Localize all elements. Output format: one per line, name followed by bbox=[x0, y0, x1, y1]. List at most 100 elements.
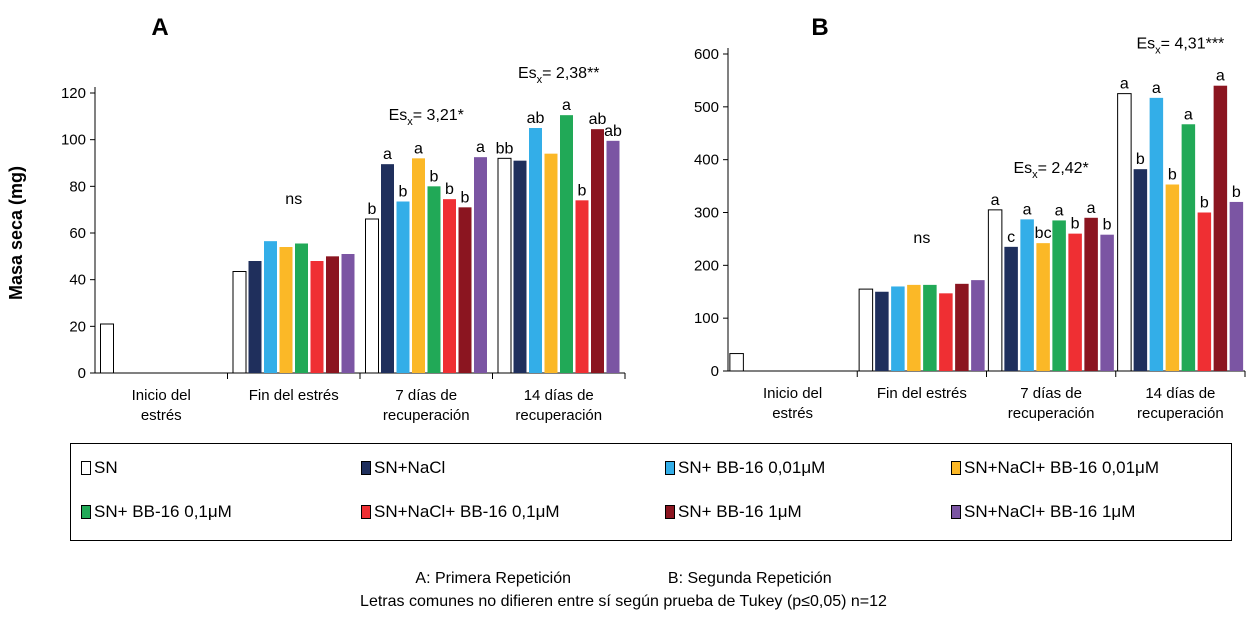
bar bbox=[1149, 97, 1164, 371]
group-annotation: Esx= 4,31*** bbox=[1136, 36, 1224, 57]
bar-significance-label: b bbox=[461, 189, 470, 206]
bar bbox=[591, 129, 604, 373]
y-tick-label: 100 bbox=[694, 310, 719, 327]
legend-entry: SN+NaCl+ BB-16 0,1μM bbox=[361, 502, 560, 522]
x-category-label: Inicio del bbox=[763, 385, 822, 402]
group-annotation: Esx= 3,21* bbox=[389, 107, 464, 128]
bar bbox=[858, 288, 874, 372]
chart-canvas: A Masa seca (mg) 0 20 40 60 80 100 120 Inicio del… bbox=[6, 14, 1246, 424]
bar bbox=[544, 153, 558, 373]
bar bbox=[1100, 234, 1114, 371]
bar bbox=[1229, 201, 1244, 371]
bar-significance-label: b bbox=[578, 182, 587, 199]
bar bbox=[381, 164, 394, 373]
y-tick-label: 200 bbox=[694, 257, 719, 274]
legend-swatch bbox=[81, 461, 91, 475]
bar-significance-label: a bbox=[476, 139, 485, 156]
bar bbox=[279, 247, 293, 373]
x-category-label: estrés bbox=[141, 407, 182, 424]
bar-significance-label: a bbox=[414, 140, 423, 157]
bar bbox=[1133, 169, 1148, 371]
panel-label: A bbox=[151, 14, 168, 41]
bar-significance-label: b bbox=[1232, 184, 1241, 201]
x-category-label: recuperación bbox=[383, 407, 470, 424]
bar bbox=[264, 241, 277, 373]
bar bbox=[1068, 233, 1082, 371]
legend-entry: SN+ BB-16 0,01μM bbox=[665, 458, 825, 478]
legend-swatch bbox=[361, 461, 371, 475]
bar-significance-label: a bbox=[1184, 106, 1193, 123]
group-annotation: Esx= 2,42* bbox=[1013, 160, 1088, 181]
legend-label: SN+NaCl+ BB-16 0,1μM bbox=[374, 502, 560, 521]
legend-entry: SN+NaCl+ BB-16 1μM bbox=[951, 502, 1135, 522]
legend-swatch bbox=[665, 461, 675, 475]
legend-label: SN+NaCl bbox=[374, 458, 446, 477]
bar-significance-label: b bbox=[368, 201, 377, 218]
bar-significance-label: ab bbox=[527, 110, 545, 127]
legend-swatch bbox=[951, 505, 961, 519]
legend-label: SN bbox=[94, 458, 118, 477]
group-annotation: ns bbox=[913, 230, 930, 247]
bar bbox=[907, 284, 921, 371]
x-category-label: estrés bbox=[772, 405, 813, 422]
bar bbox=[987, 209, 1003, 372]
bar bbox=[295, 243, 308, 373]
bar-significance-label: a bbox=[1087, 200, 1096, 217]
bar-significance-label: a bbox=[1120, 76, 1129, 93]
bar bbox=[606, 140, 620, 373]
y-tick-label: 100 bbox=[61, 132, 86, 149]
chart-panel-b: B 0 100 200 300 400 500 600 Inicio del estrés ns Fi… bbox=[694, 14, 1246, 422]
footer-panel-a: A: Primera Repetición bbox=[415, 570, 572, 587]
x-category-label: Inicio del bbox=[132, 387, 191, 404]
bar-significance-label: a bbox=[1152, 80, 1161, 97]
bar-significance-label: bc bbox=[1035, 225, 1052, 242]
y-tick-label: 0 bbox=[711, 363, 719, 380]
footer-line-1: A: Primera Repetición B: Segunda Repetic… bbox=[0, 570, 1247, 588]
legend-swatch bbox=[665, 505, 675, 519]
bar-significance-label: c bbox=[1007, 229, 1015, 246]
y-tick-label: 40 bbox=[69, 272, 86, 289]
bar-significance-label: b bbox=[1103, 217, 1112, 234]
bar bbox=[971, 280, 985, 371]
bar bbox=[458, 207, 472, 373]
bar bbox=[1165, 184, 1180, 371]
legend-swatch bbox=[81, 505, 91, 519]
bar-significance-label: b bbox=[1168, 166, 1177, 183]
bar-significance-label: a bbox=[991, 192, 1000, 209]
bar bbox=[955, 283, 969, 371]
y-tick-label: 20 bbox=[69, 318, 86, 335]
bar bbox=[365, 218, 379, 374]
panel-label: B bbox=[811, 14, 828, 41]
bar-significance-label: b bbox=[1200, 195, 1209, 212]
bar bbox=[100, 323, 114, 374]
y-tick-label: 0 bbox=[78, 365, 86, 382]
bar bbox=[341, 254, 355, 373]
bar-significance-label: a bbox=[1216, 68, 1225, 85]
chart-legend: SN SN+NaCl SN+ BB-16 0,01μM SN+NaCl+ BB-16 … bbox=[70, 443, 1232, 541]
bar bbox=[1036, 243, 1050, 371]
bar bbox=[412, 158, 425, 373]
x-category-label: recuperación bbox=[1137, 405, 1224, 422]
y-tick-label: 600 bbox=[694, 46, 719, 63]
x-category-label: Fin del estrés bbox=[877, 385, 967, 402]
x-category-label: recuperación bbox=[515, 407, 602, 424]
bar bbox=[1084, 217, 1098, 371]
bar bbox=[443, 199, 456, 373]
bar bbox=[1004, 246, 1018, 371]
bar-significance-label: a bbox=[1055, 202, 1064, 219]
y-tick-label: 120 bbox=[61, 85, 86, 102]
legend-label: SN+NaCl+ BB-16 1μM bbox=[964, 502, 1136, 521]
bar bbox=[497, 157, 512, 374]
bar bbox=[232, 271, 247, 374]
legend-swatch bbox=[361, 505, 371, 519]
legend-label: SN+NaCl+ BB-16 0,01μM bbox=[964, 458, 1159, 477]
legend-entry: SN+ BB-16 0,1μM bbox=[81, 502, 232, 522]
group-annotation: ns bbox=[285, 191, 302, 208]
legend-entry: SN+ BB-16 1μM bbox=[665, 502, 802, 522]
x-category-label: 7 días de bbox=[1020, 385, 1082, 402]
y-tick-label: 80 bbox=[69, 178, 86, 195]
legend-swatch bbox=[951, 461, 961, 475]
bar bbox=[891, 286, 905, 371]
bar bbox=[560, 115, 573, 374]
legend-entry: SN bbox=[81, 458, 118, 478]
